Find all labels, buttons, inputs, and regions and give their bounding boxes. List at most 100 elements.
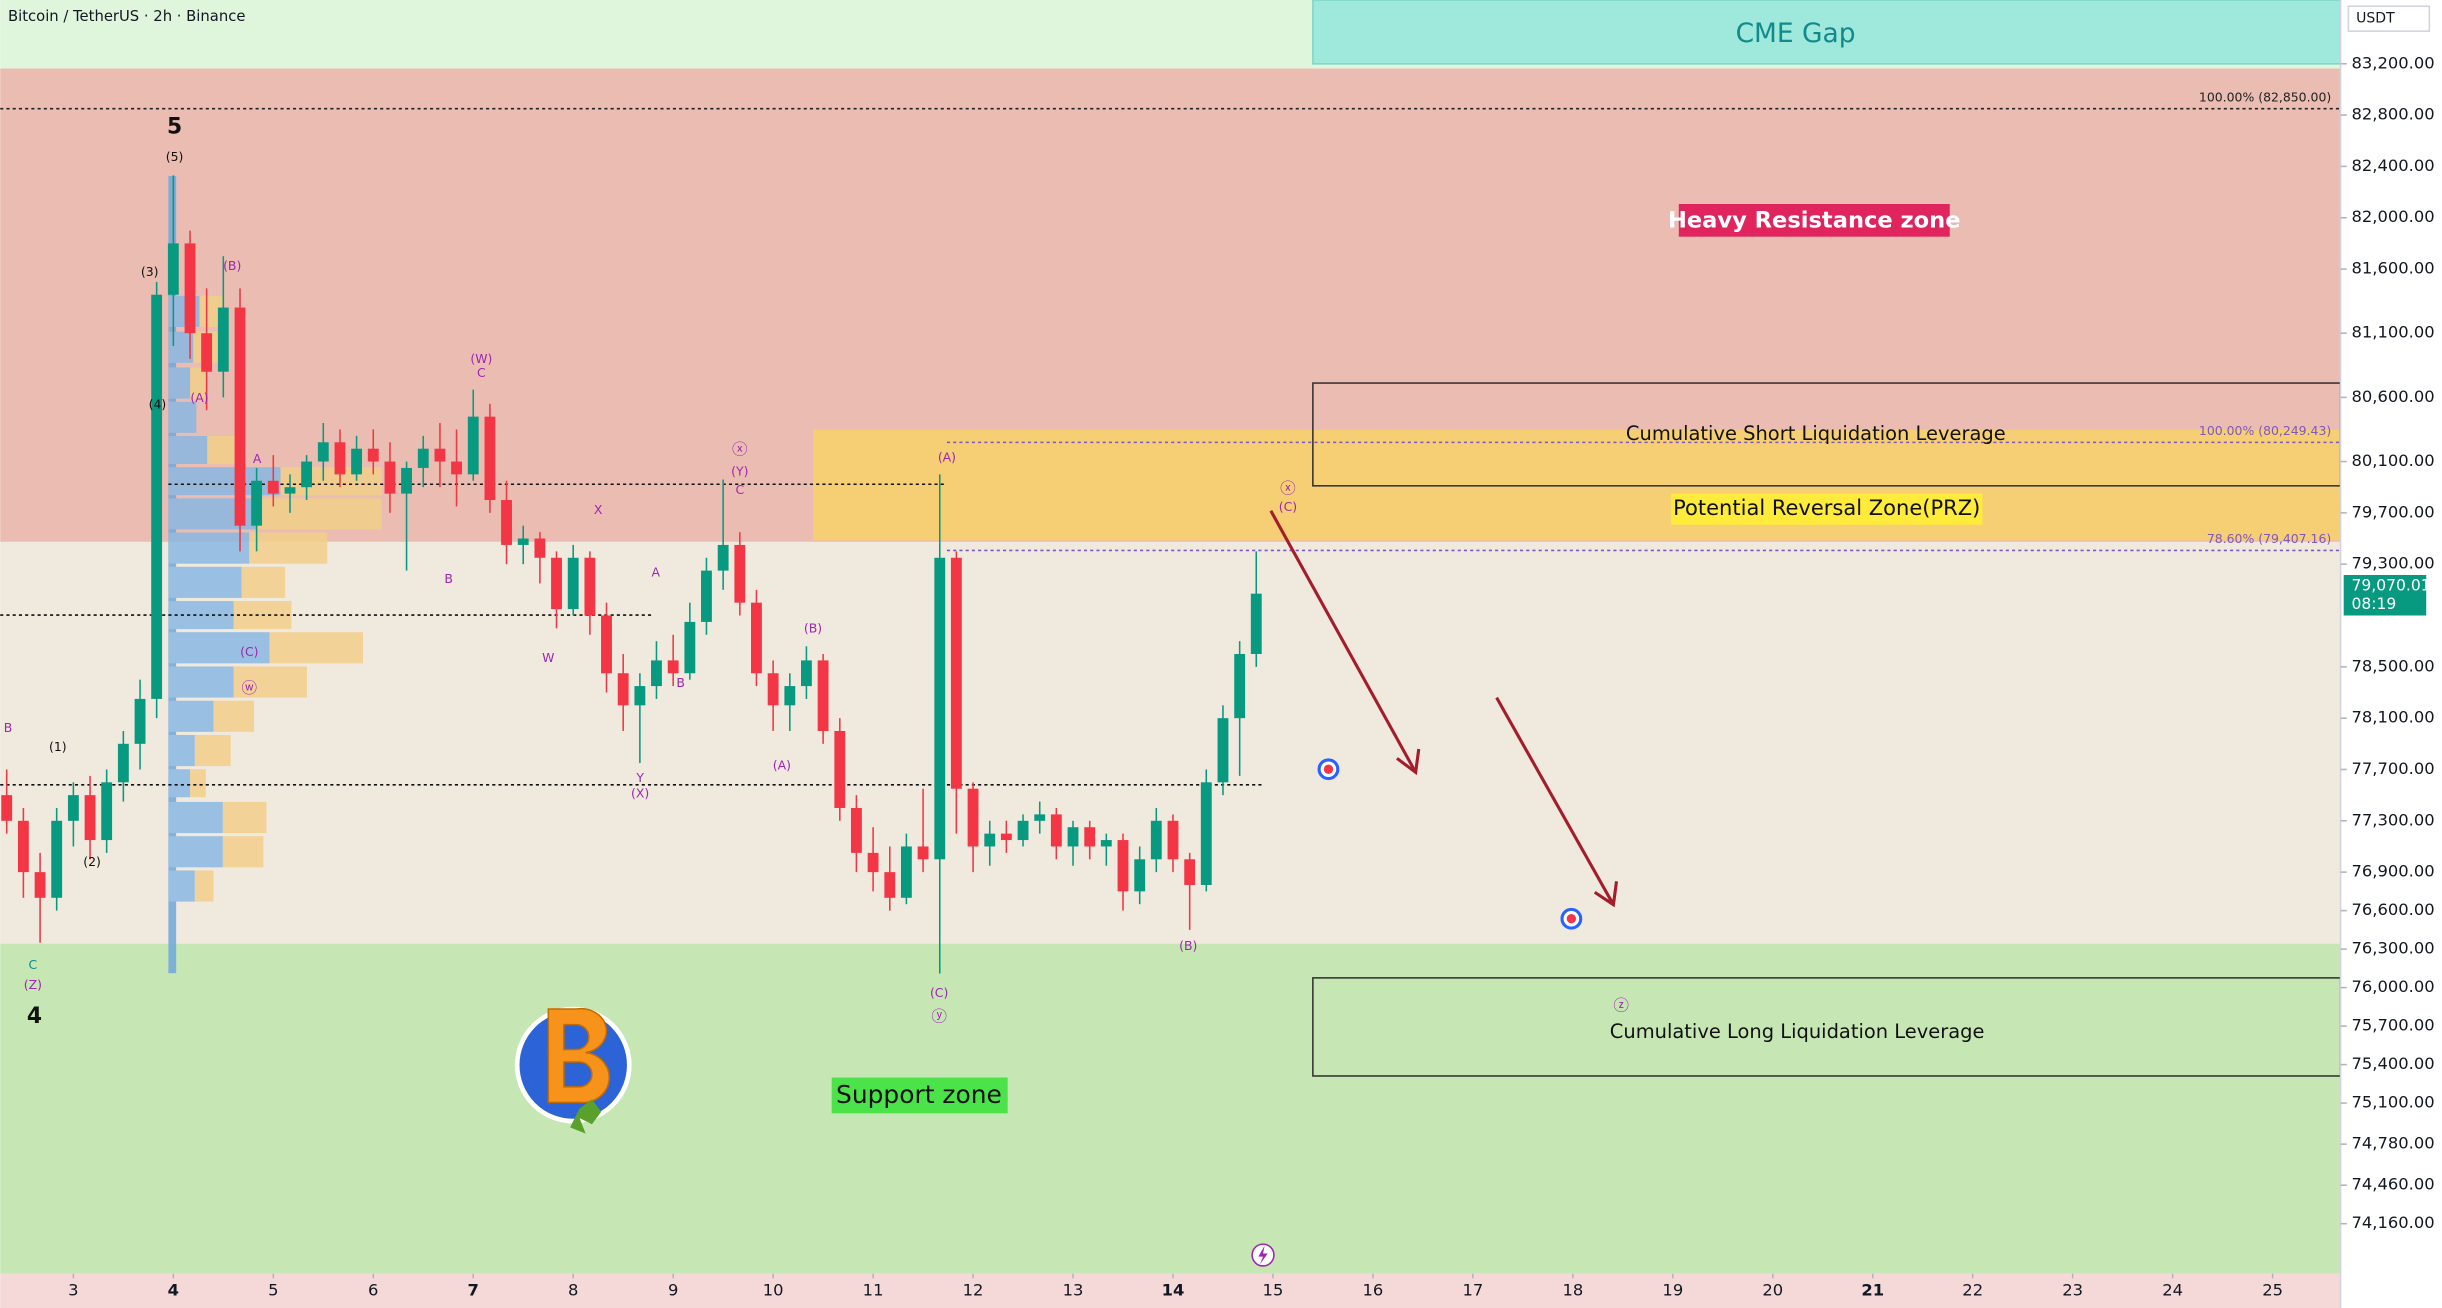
candle-body — [234, 307, 246, 526]
candle-body — [601, 615, 612, 674]
wave-label: (3) — [141, 264, 159, 279]
wave-label: C — [735, 482, 744, 497]
candle-body — [384, 461, 396, 494]
support-zone — [0, 943, 2341, 1274]
x-tick-label: 18 — [1562, 1280, 1583, 1299]
candle-body — [401, 467, 412, 494]
x-tick-label: 12 — [963, 1280, 984, 1299]
x-tick-label: 24 — [2162, 1280, 2183, 1299]
candle-body — [900, 846, 912, 898]
candle-body — [1167, 820, 1179, 860]
candle-body — [734, 544, 746, 603]
x-tick-label: 22 — [1962, 1280, 1983, 1299]
wave-label: (A) — [938, 449, 956, 464]
prz-badge — [1671, 493, 1983, 525]
candle-body — [1184, 859, 1196, 885]
y-tick-label: 81,100.00 — [2351, 323, 2434, 342]
price-axis — [2340, 0, 2442, 1308]
y-tick-label: 82,800.00 — [2351, 105, 2434, 124]
x-tick-label: 15 — [1263, 1280, 1284, 1299]
candle-body — [950, 557, 962, 789]
cme-gap-label: CME Gap — [1736, 18, 1856, 49]
wave-label: X — [594, 502, 603, 517]
candle-body — [534, 538, 546, 558]
x-tick-label: 16 — [1363, 1280, 1384, 1299]
candle-body — [634, 686, 646, 706]
candle-body — [850, 807, 862, 853]
candle-body — [67, 795, 79, 821]
wave-label: 4 — [27, 1004, 42, 1029]
candle-body — [784, 686, 796, 706]
candle-body — [151, 294, 163, 699]
candle-body — [484, 416, 496, 501]
candle-body — [1234, 654, 1246, 719]
candle-body — [701, 570, 712, 622]
candle-body — [1150, 820, 1162, 860]
candle-body — [451, 461, 462, 475]
x-tick-label: 14 — [1162, 1280, 1185, 1299]
candle-body — [717, 544, 729, 571]
candle-body — [767, 673, 779, 706]
short-liquidation-label: Cumulative Short Liquidation Leverage — [1626, 422, 2006, 445]
long-liquidation-label: Cumulative Long Liquidation Leverage — [1610, 1020, 1985, 1043]
candle-body — [567, 557, 579, 610]
event-icon — [1251, 1243, 1275, 1267]
y-tick-label: 76,600.00 — [2351, 900, 2434, 919]
wave-label: (C) — [240, 644, 258, 659]
wave-label: A — [253, 451, 262, 466]
candle-body — [17, 820, 29, 873]
wave-label: (W) — [470, 351, 492, 366]
time-axis — [0, 1273, 2341, 1308]
wave-label: (C) — [1279, 499, 1297, 514]
wave-label: (X) — [631, 786, 649, 801]
y-tick-label: 76,000.00 — [2351, 977, 2434, 996]
candle-body — [917, 846, 929, 860]
candle-body — [284, 487, 296, 494]
fib-label: 100.00% (80,249.43) — [2199, 423, 2331, 438]
x-tick-label: 6 — [368, 1280, 378, 1299]
candle-body — [117, 743, 129, 783]
candle-body — [317, 442, 329, 462]
wave-label: (A) — [773, 758, 791, 773]
candle-body — [817, 660, 829, 731]
wave-label: B — [4, 720, 13, 735]
y-tick-label: 74,780.00 — [2351, 1134, 2434, 1153]
candle-body — [201, 333, 213, 372]
candle-body — [1000, 833, 1012, 841]
countdown-label: 08:19 — [2351, 595, 2396, 613]
y-tick-label: 80,600.00 — [2351, 387, 2434, 406]
fib-label: 78.60% (79,407.16) — [2207, 531, 2331, 546]
y-tick-label: 78,500.00 — [2351, 656, 2434, 675]
candle-body — [1117, 840, 1129, 892]
wave-label: (Z) — [24, 977, 42, 992]
wave-label: ⓨ — [931, 1007, 947, 1025]
x-tick-label: 3 — [68, 1280, 78, 1299]
prz-label: Potential Reversal Zone(PRZ) — [1673, 495, 1980, 520]
x-tick-label: 5 — [268, 1280, 278, 1299]
candle-body — [751, 602, 762, 674]
x-tick-label: 13 — [1063, 1280, 1084, 1299]
candle-body — [967, 788, 979, 847]
y-tick-label: 82,400.00 — [2351, 156, 2434, 175]
currency-label: USDT — [2356, 11, 2395, 27]
x-tick-label: 25 — [2262, 1280, 2283, 1299]
wave-label: (A) — [190, 390, 208, 405]
candle-body — [984, 833, 996, 847]
x-tick-label: 20 — [1762, 1280, 1783, 1299]
support-label: Support zone — [836, 1080, 1002, 1109]
candle-body — [467, 416, 479, 475]
x-tick-label: 23 — [2062, 1280, 2083, 1299]
middle-zone — [0, 541, 2341, 944]
candle-body — [367, 448, 379, 462]
candle-body — [884, 872, 896, 898]
wave-label: (4) — [149, 396, 167, 411]
candle-body — [1084, 827, 1096, 847]
candle-body — [617, 673, 629, 706]
candle-body — [217, 307, 229, 372]
last-price-badge — [2343, 575, 2427, 616]
currency-box — [2347, 5, 2431, 32]
wave-label: ⓧ — [732, 441, 748, 459]
wave-label: (B) — [1179, 938, 1197, 953]
candle-body — [934, 557, 946, 860]
